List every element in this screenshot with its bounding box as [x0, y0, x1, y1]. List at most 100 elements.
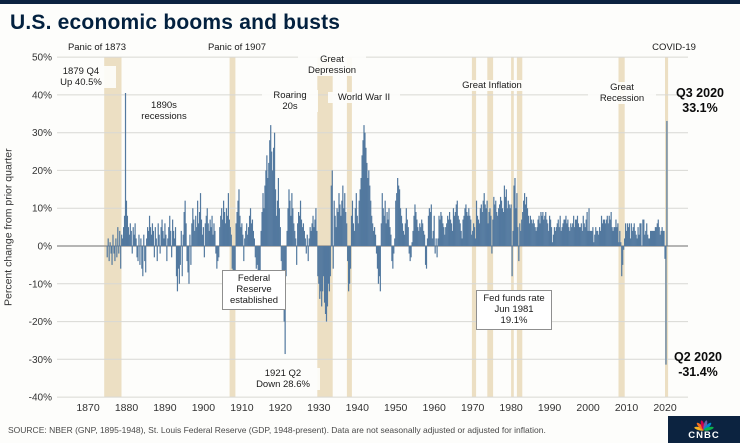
- bar: [648, 238, 650, 246]
- bar: [481, 212, 483, 246]
- bar: [156, 246, 158, 262]
- bar: [252, 230, 255, 246]
- bar: [125, 200, 128, 246]
- bar: [361, 155, 363, 246]
- y-tick-label: 50%: [32, 53, 52, 64]
- bar: [205, 215, 207, 246]
- annotation-q2-2020: Q2 2020 -31.4%: [674, 350, 722, 379]
- bar: [243, 246, 245, 262]
- cnbc-peacock-icon: [694, 420, 714, 431]
- bar: [280, 246, 282, 262]
- bar: [613, 227, 615, 246]
- event-band: [346, 57, 352, 397]
- bar: [630, 223, 632, 246]
- bar: [602, 219, 605, 246]
- bar: [206, 208, 208, 246]
- bar: [194, 230, 196, 246]
- y-axis-title: Percent change from prior quarter: [2, 148, 15, 306]
- bar: [310, 230, 312, 246]
- bar: [350, 215, 353, 246]
- bar: [303, 230, 305, 246]
- bar: [631, 230, 633, 246]
- bar: [150, 234, 153, 246]
- bar: [577, 223, 580, 246]
- bar: [312, 215, 314, 246]
- bar: [135, 238, 137, 246]
- annotation-great-inflation: Great Inflation: [450, 80, 534, 92]
- bar: [131, 246, 133, 254]
- bar: [225, 208, 228, 246]
- bar: [448, 212, 451, 246]
- bar: [247, 234, 249, 246]
- bar: [151, 223, 154, 246]
- bar: [371, 215, 373, 246]
- bar: [529, 215, 531, 246]
- bar: [409, 246, 411, 262]
- bar: [118, 246, 120, 254]
- bar: [478, 223, 480, 246]
- bar: [593, 242, 595, 246]
- bar: [195, 215, 197, 246]
- bar: [450, 223, 453, 246]
- bar: [375, 246, 378, 254]
- bar: [158, 234, 160, 246]
- bar: [242, 234, 244, 246]
- bar: [115, 238, 117, 246]
- bar: [288, 189, 290, 246]
- bar: [317, 246, 319, 277]
- bar: [261, 212, 263, 246]
- bar: [527, 215, 530, 246]
- bar: [144, 246, 146, 262]
- bar: [463, 215, 465, 246]
- bar: [469, 215, 471, 246]
- bar: [302, 223, 305, 246]
- bar: [112, 234, 114, 246]
- bar: [307, 246, 309, 262]
- bar: [246, 223, 248, 246]
- bar: [510, 204, 512, 246]
- annotation-panic-of-1907: Panic of 1907: [196, 42, 278, 54]
- bar: [560, 230, 562, 246]
- bar: [264, 185, 266, 246]
- bar: [164, 223, 166, 246]
- x-tick-label: 1910: [230, 402, 254, 414]
- bar: [220, 215, 222, 246]
- bar: [138, 234, 140, 246]
- bar: [183, 212, 185, 246]
- bar: [414, 204, 416, 246]
- bar: [511, 246, 513, 277]
- bar: [495, 200, 497, 246]
- bar: [499, 196, 502, 246]
- bar: [584, 227, 586, 246]
- bar: [300, 219, 303, 246]
- bar: [390, 234, 392, 246]
- bar: [146, 238, 148, 246]
- bar: [474, 238, 477, 246]
- bar: [606, 215, 608, 246]
- bar: [186, 246, 188, 262]
- event-band: [317, 57, 333, 397]
- annotation-panic-of-1873: Panic of 1873: [58, 42, 136, 54]
- bar: [223, 200, 225, 246]
- bar: [114, 246, 116, 262]
- x-tick-label: 2010: [615, 402, 639, 414]
- bar: [167, 238, 169, 246]
- bar: [344, 193, 346, 246]
- bar: [468, 208, 470, 246]
- bar: [470, 219, 472, 246]
- bar: [141, 246, 143, 269]
- bar: [416, 219, 418, 246]
- bar: [661, 227, 663, 246]
- bar: [475, 200, 478, 246]
- bar: [418, 230, 420, 246]
- bar: [482, 200, 484, 246]
- bar: [198, 212, 201, 246]
- bar: [579, 227, 581, 246]
- bar: [184, 200, 186, 246]
- bar: [599, 227, 601, 246]
- bar: [622, 246, 624, 265]
- bar: [415, 212, 417, 246]
- x-tick-label: 1940: [346, 402, 370, 414]
- bar: [208, 230, 210, 246]
- bar: [152, 230, 154, 246]
